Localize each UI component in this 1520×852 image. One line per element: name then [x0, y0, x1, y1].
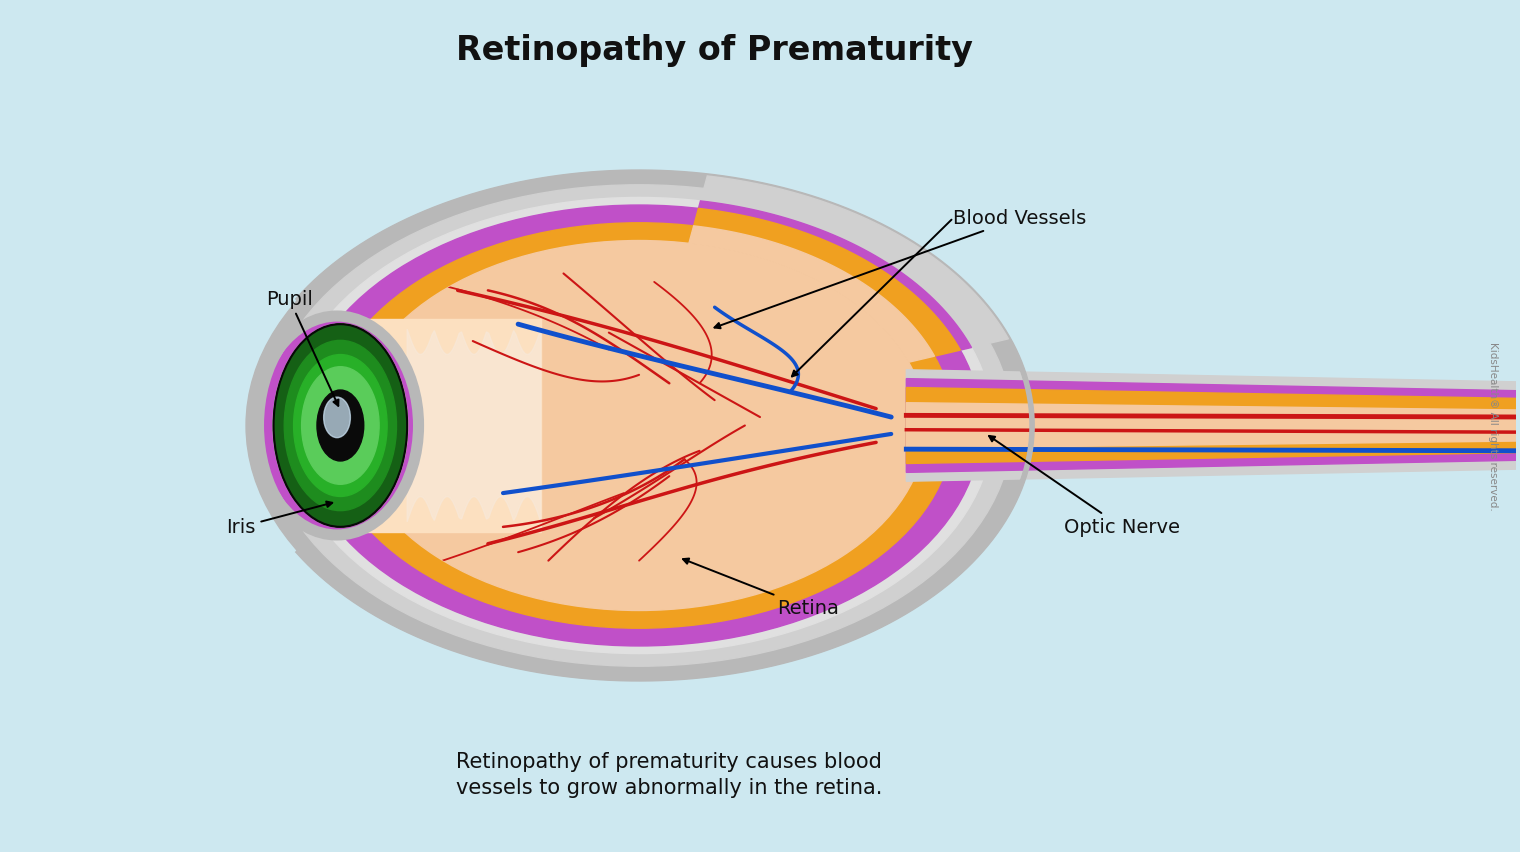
Text: Iris: Iris: [226, 502, 333, 537]
Ellipse shape: [318, 390, 363, 462]
Polygon shape: [906, 388, 1520, 464]
Text: Optic Nerve: Optic Nerve: [990, 436, 1180, 537]
Text: Retina: Retina: [682, 559, 839, 618]
Ellipse shape: [293, 355, 388, 497]
FancyBboxPatch shape: [340, 320, 541, 532]
Polygon shape: [906, 379, 1520, 473]
Ellipse shape: [296, 206, 980, 646]
Text: Retinopathy of prematurity causes blood
vessels to grow abnormally in the retina: Retinopathy of prematurity causes blood …: [456, 751, 883, 797]
Text: Retinopathy of Prematurity: Retinopathy of Prematurity: [456, 34, 973, 66]
Ellipse shape: [246, 173, 1032, 679]
Ellipse shape: [266, 186, 1012, 666]
Text: Blood Vessels: Blood Vessels: [714, 209, 1087, 329]
Ellipse shape: [325, 223, 953, 629]
Polygon shape: [689, 227, 935, 363]
Ellipse shape: [284, 341, 397, 511]
Polygon shape: [906, 371, 1520, 481]
Ellipse shape: [324, 398, 351, 438]
Text: KidsHealth® All rights reserved.: KidsHealth® All rights reserved.: [1488, 342, 1499, 510]
Ellipse shape: [286, 199, 993, 653]
Ellipse shape: [274, 325, 407, 527]
Polygon shape: [699, 202, 971, 351]
Text: Pupil: Pupil: [266, 290, 339, 406]
Polygon shape: [693, 209, 961, 357]
Ellipse shape: [353, 241, 926, 611]
Polygon shape: [906, 403, 1520, 449]
Polygon shape: [407, 330, 541, 522]
Ellipse shape: [301, 367, 378, 485]
Polygon shape: [701, 176, 1008, 348]
